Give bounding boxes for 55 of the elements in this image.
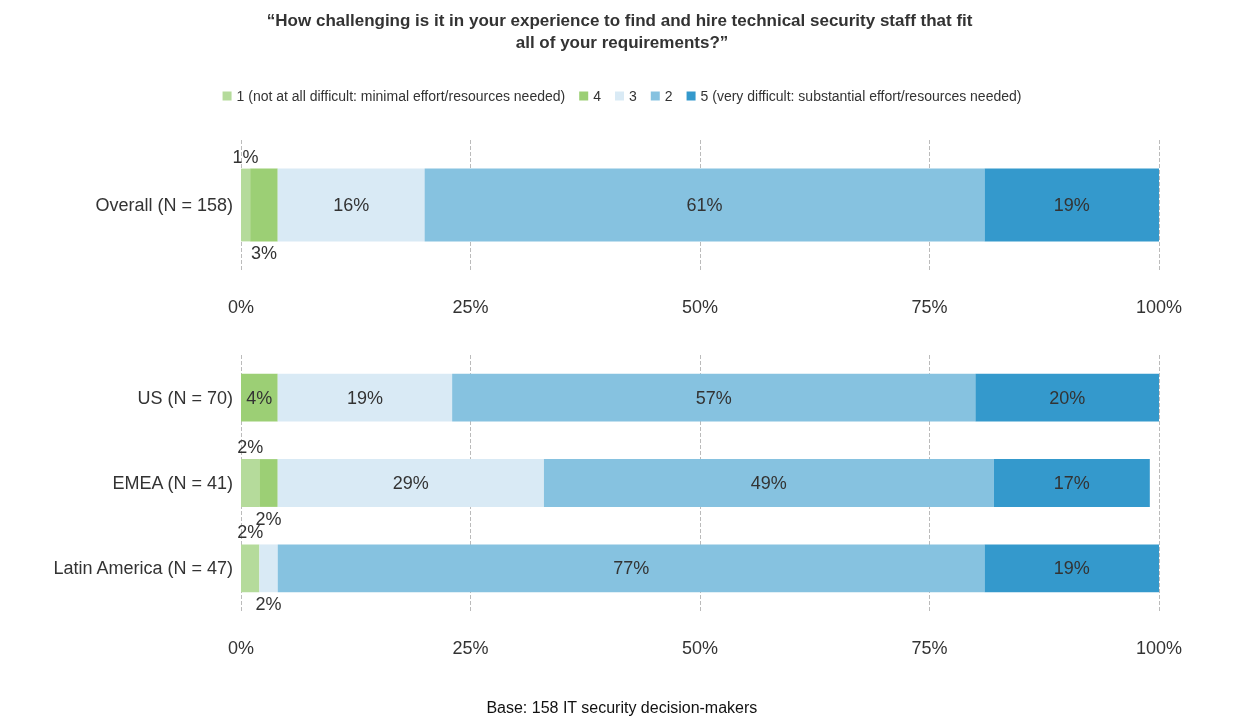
x-tick-label: 75% bbox=[911, 638, 948, 658]
bar bbox=[259, 544, 278, 593]
data-label: 2% bbox=[255, 594, 282, 615]
x-tick-label: 100% bbox=[1135, 638, 1183, 658]
data-label: 2% bbox=[237, 437, 264, 458]
bar bbox=[543, 459, 994, 507]
x-tick-label: 25% bbox=[452, 297, 489, 317]
bar bbox=[277, 544, 985, 593]
bar bbox=[984, 544, 1159, 593]
bar bbox=[250, 168, 278, 242]
data-label: 57% bbox=[695, 387, 732, 408]
bar bbox=[241, 168, 251, 242]
x-tick-label: 75% bbox=[911, 297, 948, 317]
data-label: 19% bbox=[1053, 195, 1090, 215]
data-label: 17% bbox=[1053, 473, 1090, 493]
text: Base: 158 IT security decision-makers bbox=[486, 698, 758, 716]
x-tick-label: 25% bbox=[452, 638, 489, 658]
data-label: 49% bbox=[750, 473, 787, 493]
x-tick-label: 100% bbox=[1135, 297, 1183, 317]
data-label: 4% bbox=[246, 387, 273, 408]
legend-label: 5 (very difficult: substantial effort/resources needed) bbox=[700, 88, 1022, 104]
y-tick-label: Latin America (N = 47) bbox=[53, 558, 233, 579]
bar bbox=[241, 373, 278, 422]
x-tick-label: 0% bbox=[227, 297, 255, 317]
data-label: 3% bbox=[250, 243, 277, 264]
legend-label: 4 bbox=[593, 88, 602, 104]
data-label: 16% bbox=[333, 195, 370, 215]
x-tick-label: 0% bbox=[227, 638, 255, 658]
bar bbox=[277, 168, 425, 242]
data-label: 29% bbox=[392, 473, 429, 493]
bar bbox=[241, 459, 260, 507]
bar bbox=[993, 459, 1150, 507]
legend-label: 1 (not at all difficult: minimal effort/resources needed) bbox=[236, 88, 566, 104]
bar bbox=[277, 373, 453, 422]
bar bbox=[984, 168, 1159, 242]
data-label: 19% bbox=[346, 387, 383, 408]
data-label: 1% bbox=[232, 146, 259, 167]
y-tick-label: Overall (N = 158) bbox=[95, 195, 233, 215]
bar bbox=[424, 168, 985, 242]
bar bbox=[452, 373, 976, 422]
x-tick-label: 50% bbox=[681, 638, 719, 658]
bar bbox=[975, 373, 1159, 422]
bar bbox=[241, 544, 260, 593]
data-label: 61% bbox=[686, 195, 723, 215]
data-label: 20% bbox=[1049, 387, 1086, 408]
bar bbox=[277, 459, 544, 507]
legend-label: 2 bbox=[664, 88, 673, 104]
y-tick-label: EMEA (N = 41) bbox=[112, 473, 233, 493]
y-tick-label: US (N = 70) bbox=[137, 387, 233, 408]
bar bbox=[259, 459, 278, 507]
x-tick-label: 50% bbox=[681, 297, 719, 317]
data-label: 77% bbox=[613, 558, 650, 579]
data-label: 19% bbox=[1053, 558, 1090, 579]
legend-label: 3 bbox=[628, 88, 637, 104]
chart-title: “How challenging is it in your experience to find and hire technical security staff that fit all of your requirements?” bbox=[266, 10, 978, 52]
